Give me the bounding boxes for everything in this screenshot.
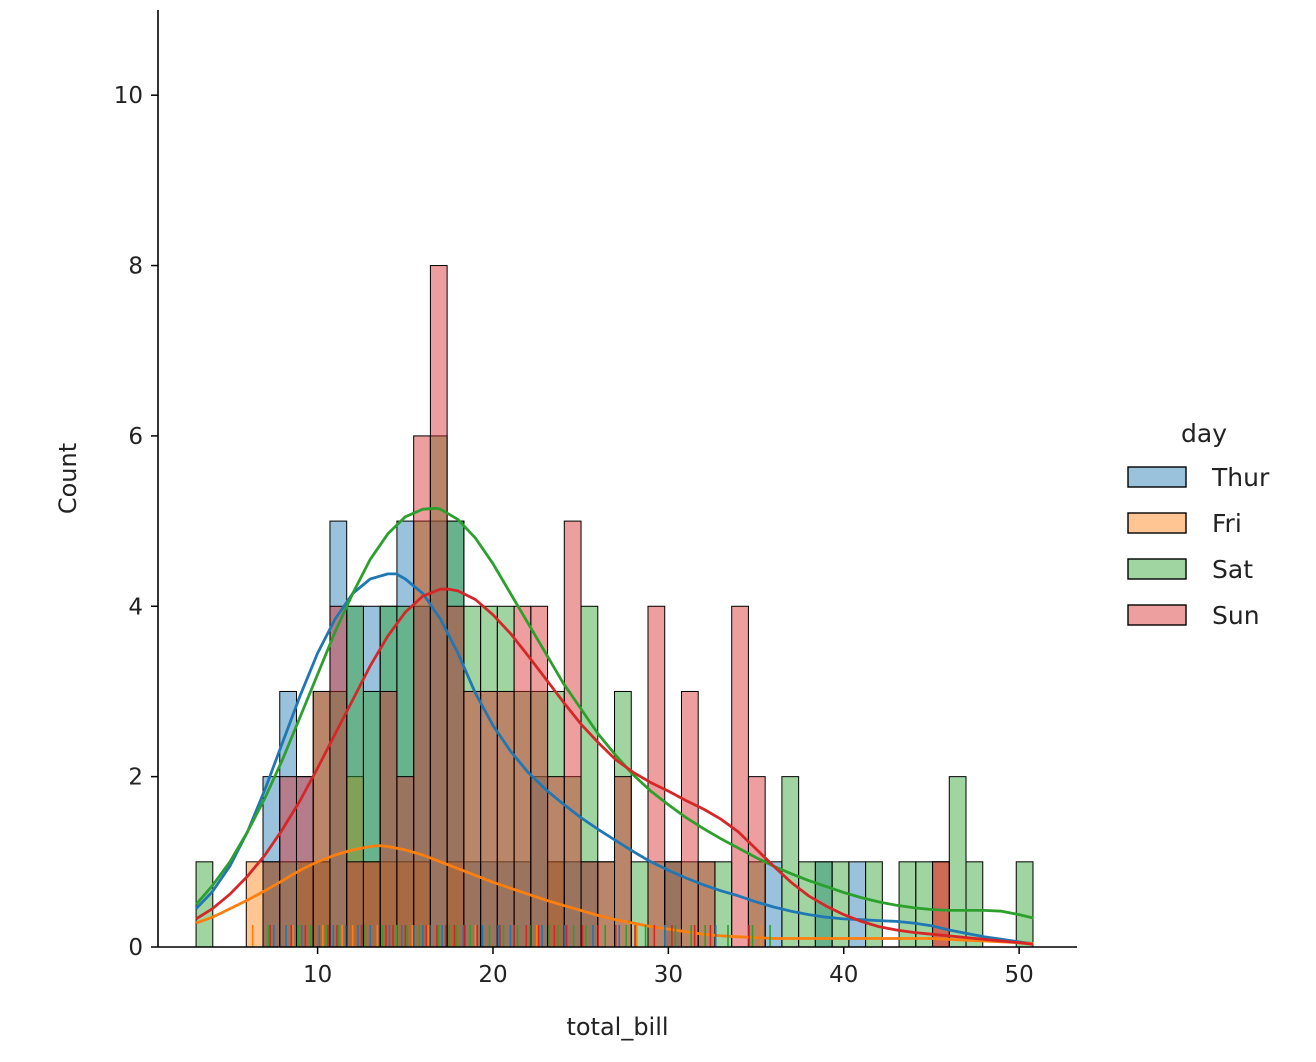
bar-sun-4 <box>262 861 281 948</box>
bar-sun-7 <box>312 690 331 948</box>
kde-fri <box>195 844 1034 945</box>
legend-label-sun: Sun <box>1212 601 1260 630</box>
y-tick-label-6: 6 <box>128 424 143 450</box>
bar-sun-18 <box>496 690 515 948</box>
bar-sun-23 <box>580 861 599 948</box>
bar-sun-5 <box>279 776 297 948</box>
bar-sun-15 <box>446 605 465 948</box>
bar-sun-11 <box>379 690 398 948</box>
legend-swatch-sat <box>1127 558 1187 580</box>
bar-sun-27 <box>647 605 666 948</box>
legend: day Thur Fri Sat Sun <box>1127 419 1270 630</box>
bar-sat-36 <box>798 861 816 948</box>
y-tick-label-10: 10 <box>114 83 143 109</box>
bar-sun-16 <box>463 690 482 948</box>
axes <box>157 10 1077 948</box>
y-tick-label-2: 2 <box>128 765 143 791</box>
kde-curves <box>195 506 1034 946</box>
legend-label-fri: Fri <box>1212 509 1242 538</box>
x-tick-label-40: 40 <box>829 962 858 988</box>
x-axis-ticks: 10 20 30 40 50 <box>303 947 1034 988</box>
bar-sat-40 <box>865 861 883 948</box>
legend-label-thur: Thur <box>1211 463 1270 492</box>
rug-marks <box>251 925 771 947</box>
x-tick-label-20: 20 <box>478 962 507 988</box>
histogram-bars <box>195 265 1034 948</box>
x-axis-label: total_bill <box>566 1013 668 1041</box>
y-tick-label-4: 4 <box>128 594 143 620</box>
legend-swatch-fri <box>1127 512 1187 534</box>
bar-sun-8 <box>329 605 348 948</box>
bar-sat-38 <box>831 861 850 948</box>
bar-sun-22 <box>563 520 582 948</box>
bar-sat-35 <box>781 776 800 948</box>
legend-label-sat: Sat <box>1212 555 1253 584</box>
x-tick-label-50: 50 <box>1004 962 1033 988</box>
legend-entries: Thur Fri Sat Sun <box>1127 463 1270 630</box>
y-tick-label-8: 8 <box>128 254 143 280</box>
x-tick-label-10: 10 <box>303 962 332 988</box>
rug-thur <box>272 925 717 947</box>
legend-swatch-thur <box>1127 466 1187 488</box>
rug-sun <box>269 925 750 947</box>
legend-swatch-sun <box>1127 604 1187 626</box>
kde-thur <box>195 572 1034 945</box>
kde-sun <box>195 587 1034 946</box>
bar-sat-42 <box>898 861 917 948</box>
bar-sun-12 <box>396 776 415 948</box>
kde-sat <box>195 506 1034 920</box>
rug-sat <box>267 925 771 947</box>
bar-sat-45 <box>948 776 967 948</box>
y-tick-label-0: 0 <box>128 935 143 961</box>
rug-fri <box>251 925 763 947</box>
bar-sun-24 <box>597 861 616 948</box>
x-tick-label-30: 30 <box>654 962 683 988</box>
bar-sat-49 <box>1015 861 1034 948</box>
bar-thur-39 <box>848 861 867 948</box>
y-axis-label: Count <box>54 443 82 514</box>
y-axis-ticks: 0 2 4 6 8 10 <box>114 83 158 961</box>
legend-title: day <box>1181 419 1227 448</box>
